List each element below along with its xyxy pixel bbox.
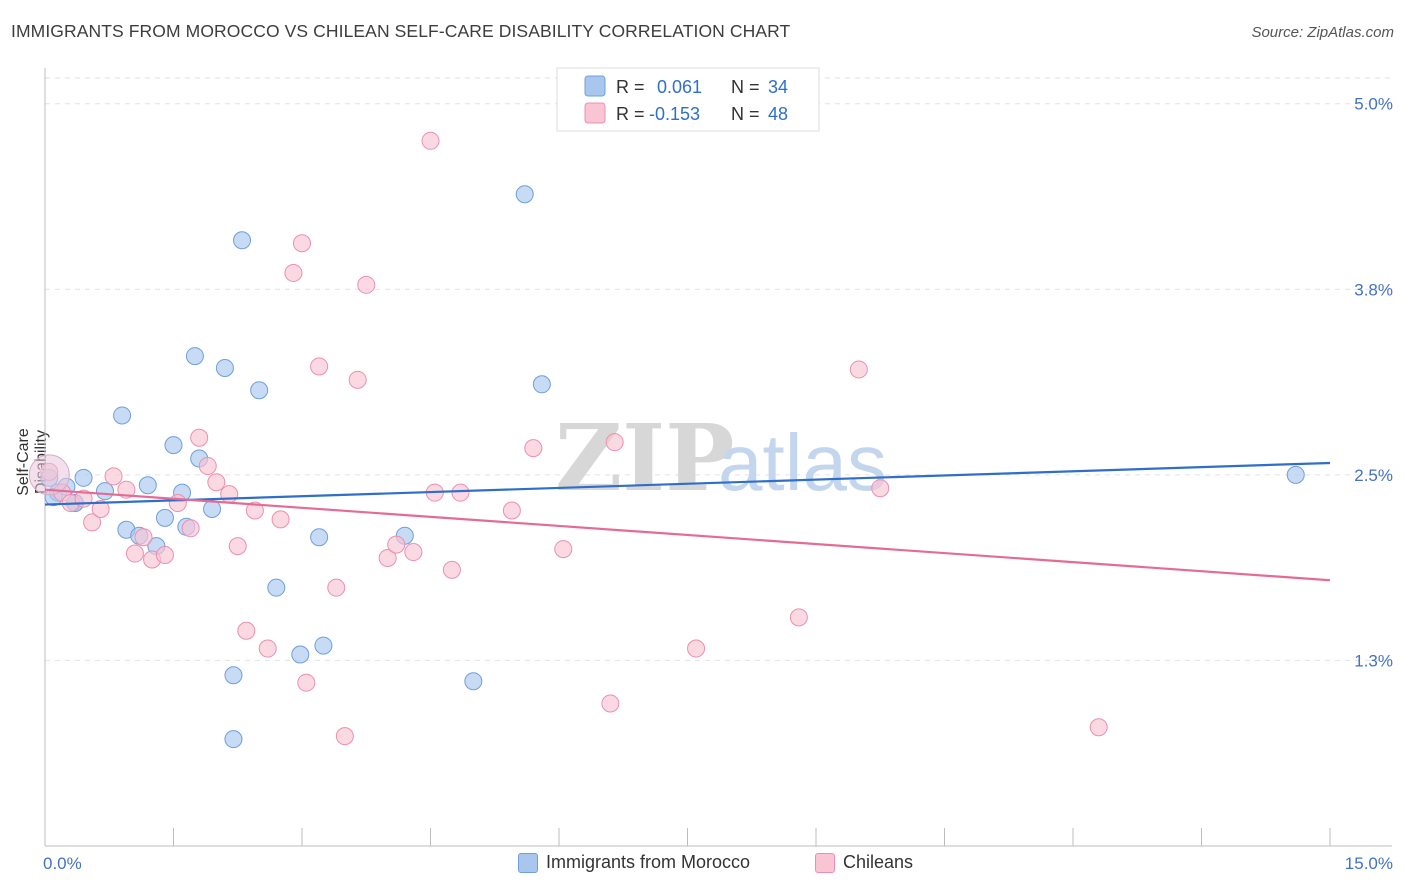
watermark-atlas: atlas (718, 418, 887, 507)
y-tick-label: 5.0% (1354, 95, 1393, 114)
data-point (291, 645, 310, 664)
data-point (250, 381, 269, 400)
legend-label-morocco: Immigrants from Morocco (546, 852, 751, 872)
data-point (789, 608, 808, 627)
data-point (185, 347, 204, 366)
data-point (138, 476, 157, 495)
data-point (451, 483, 470, 502)
x-tick-label: 15.0% (1345, 854, 1393, 873)
legend-n-value-2: 48 (768, 104, 788, 124)
legend-label-chileans: Chileans (843, 852, 914, 872)
data-point (91, 499, 110, 518)
legend-swatch-morocco-bottom (518, 852, 538, 873)
chart-source: Source: ZipAtlas.com (1251, 24, 1394, 41)
data-point (687, 639, 706, 658)
data-point (554, 540, 573, 559)
data-point (168, 494, 187, 513)
data-point (297, 673, 316, 692)
legend-r-value-1: 0.061 (657, 77, 702, 97)
data-point (327, 578, 346, 597)
data-point (421, 131, 440, 150)
data-point (220, 485, 239, 504)
data-point (164, 436, 183, 455)
data-point (524, 439, 543, 458)
data-point (233, 231, 252, 250)
data-point (224, 730, 243, 749)
data-point (849, 360, 868, 379)
data-point (293, 234, 311, 253)
series-points-chileans (40, 131, 1108, 746)
data-point (404, 543, 423, 562)
legend-n-value-1: 34 (768, 77, 788, 97)
legend-r-label-2: R = (616, 104, 645, 124)
data-point (134, 528, 153, 547)
data-point (335, 727, 354, 746)
data-point (203, 499, 222, 518)
y-tick-label: 2.5% (1354, 466, 1393, 485)
legend-swatch-morocco (584, 75, 606, 97)
data-point (601, 694, 620, 713)
data-point (155, 508, 174, 527)
data-point (207, 473, 226, 492)
data-point (237, 621, 256, 640)
stats-legend: R = 0.061 N = 34 R = -0.153 N = 48 (556, 67, 820, 132)
data-point (83, 513, 102, 532)
data-point (74, 468, 93, 487)
data-point (871, 479, 890, 498)
data-point (224, 666, 243, 685)
watermark: ZIP atlas (555, 404, 887, 512)
data-point (442, 560, 461, 579)
series-legend: Immigrants from Morocco Chileans (0, 852, 1406, 878)
data-point (155, 546, 174, 565)
data-point (198, 456, 217, 475)
data-point (245, 501, 264, 520)
legend-r-label-1: R = (616, 77, 645, 97)
data-point (190, 428, 209, 447)
data-point (314, 636, 333, 655)
trend-line-morocco (44, 461, 1331, 506)
data-point (284, 263, 303, 282)
data-point (95, 482, 114, 501)
legend-n-label-2: N = (731, 104, 760, 124)
legend-swatch-chileans (584, 102, 606, 124)
data-point (215, 358, 234, 377)
trend-line-chileans (44, 488, 1331, 582)
grid-lines (45, 77, 1392, 661)
x-tick-label: 0.0% (43, 854, 82, 873)
data-point (125, 544, 144, 563)
data-point (310, 357, 329, 376)
data-point (605, 433, 624, 452)
data-point-cluster (28, 454, 70, 496)
data-point (258, 639, 277, 658)
y-tick-label: 3.8% (1354, 280, 1393, 299)
data-point (387, 535, 406, 554)
data-point (348, 370, 367, 389)
y-tick-label: 1.3% (1354, 651, 1393, 670)
legend-item-chileans: Chileans (815, 852, 913, 873)
legend-r-value-2: -0.153 (649, 104, 700, 124)
data-point (117, 480, 136, 499)
legend-item-morocco: Immigrants from Morocco (518, 852, 750, 873)
data-point (515, 185, 534, 204)
data-point (464, 672, 483, 691)
data-point (267, 578, 286, 597)
data-point (271, 510, 290, 529)
data-point (502, 501, 521, 520)
data-point (113, 406, 132, 425)
data-point (357, 275, 376, 294)
watermark-zip: ZIP (555, 404, 734, 512)
data-point (1286, 465, 1305, 484)
legend-swatch-chileans-bottom (815, 852, 835, 873)
data-point (104, 467, 123, 486)
legend-n-label-1: N = (731, 77, 760, 97)
data-point (532, 375, 551, 394)
data-point (1089, 718, 1108, 737)
data-point (310, 528, 329, 547)
data-point (228, 537, 247, 556)
data-point (181, 519, 200, 538)
chart-title: IMMIGRANTS FROM MOROCCO VS CHILEAN SELF-… (11, 21, 791, 41)
data-point (378, 548, 397, 567)
